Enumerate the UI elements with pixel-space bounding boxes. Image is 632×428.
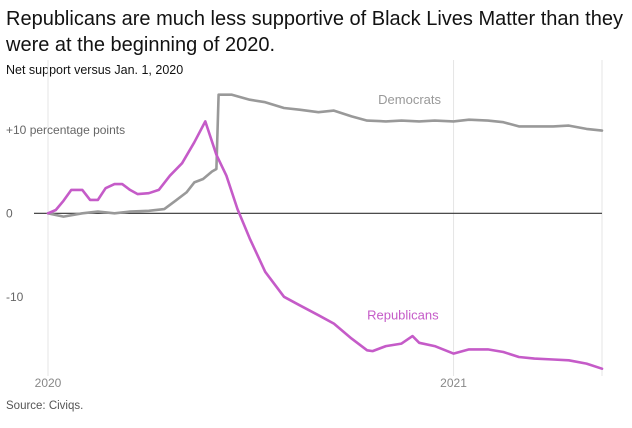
y-tick-label: 0 <box>6 206 13 220</box>
y-axis-caption: Net support versus Jan. 1, 2020 <box>6 63 184 77</box>
y-tick-label: -10 <box>6 290 24 304</box>
series-line-republicans <box>46 120 604 370</box>
series-labels: Democrats Republicans <box>367 92 441 323</box>
x-axis-ticks: 2020 2021 <box>35 376 468 390</box>
series-label-republicans: Republicans <box>367 307 439 322</box>
series-lines <box>46 93 604 370</box>
series-label-democrats: Democrats <box>378 92 441 107</box>
series-line-democrats <box>46 93 604 218</box>
gridlines <box>34 60 603 376</box>
x-tick-label: 2021 <box>440 376 467 390</box>
x-tick-label: 2020 <box>35 376 62 390</box>
chart-title: Republicans are much less supportive of … <box>6 8 623 56</box>
y-tick-label: +10 percentage points <box>6 123 125 137</box>
y-axis-ticks: +10 percentage points 0 -10 <box>6 123 125 304</box>
source-note: Source: Civiqs. <box>6 400 84 412</box>
